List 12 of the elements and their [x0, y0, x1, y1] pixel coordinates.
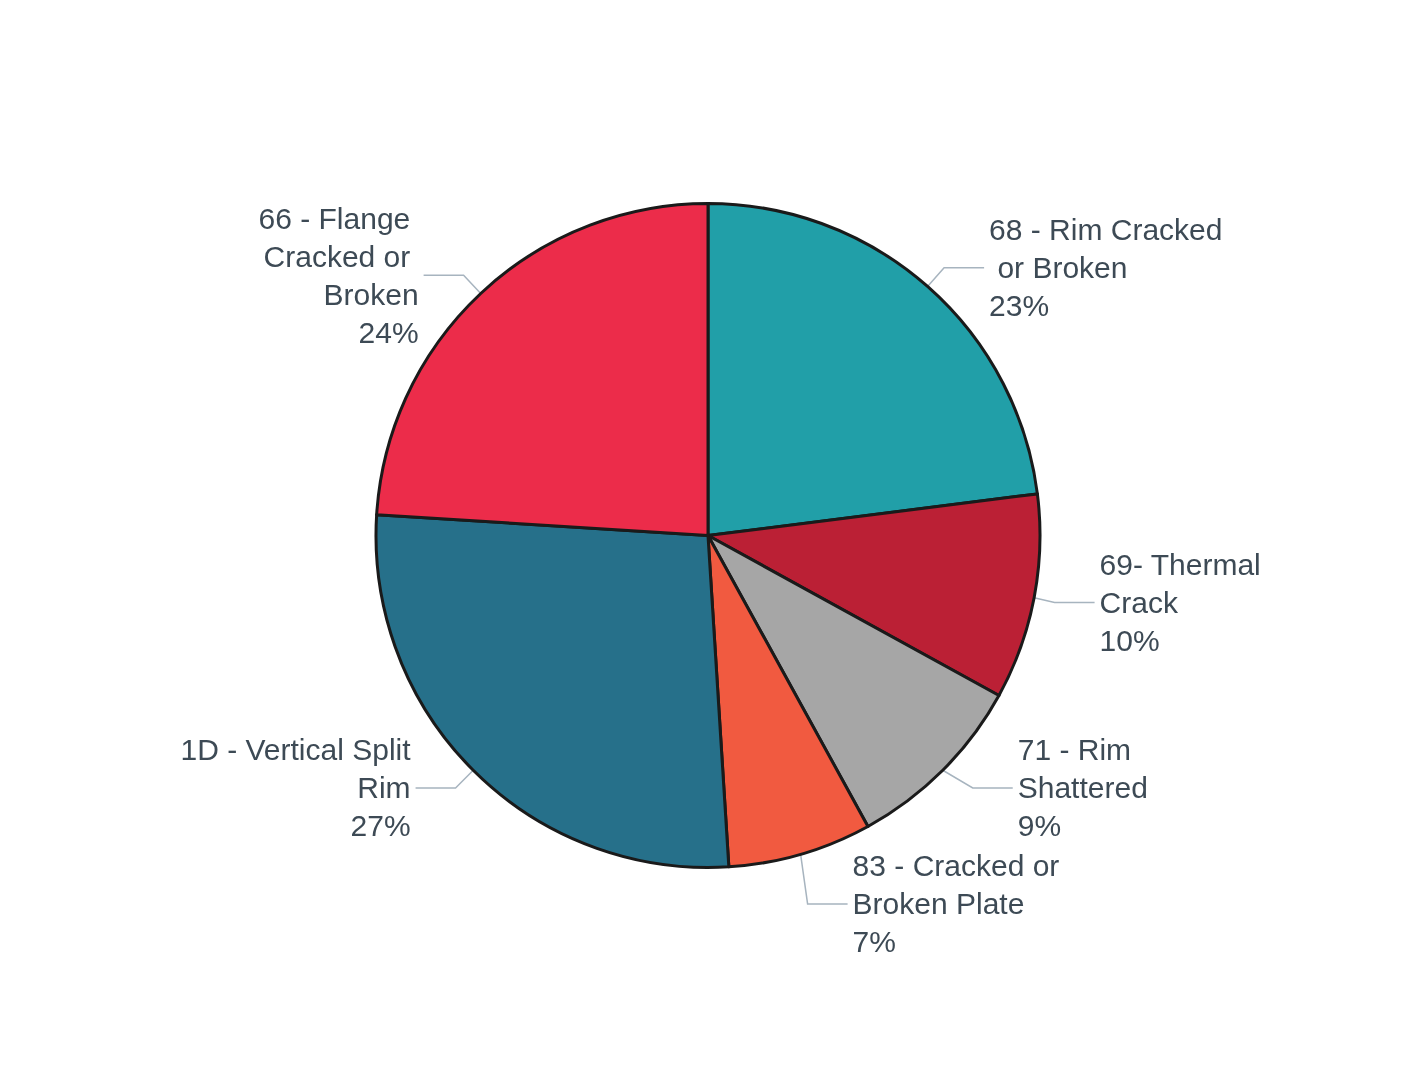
data-label: 9%: [1017, 809, 1062, 843]
slice-label: 69- Thermal Crack: [1099, 547, 1270, 619]
data-label: 23%: [989, 289, 1050, 323]
slice-label: 68 - Rim Cracked or Broken: [989, 213, 1223, 285]
slice-label: 71 - Rim Shattered: [1017, 733, 1148, 805]
data-label: 24%: [358, 315, 419, 349]
slice-label: 66 - Flange Cracked or Broken: [258, 201, 419, 311]
slice-label: 1D - Vertical Split Rim: [180, 733, 412, 805]
slice-label: 83 - Cracked or Broken Plate: [852, 849, 1068, 921]
data-label: 27%: [350, 809, 411, 843]
data-label: 10%: [1099, 623, 1160, 657]
data-label: 7%: [852, 925, 896, 959]
